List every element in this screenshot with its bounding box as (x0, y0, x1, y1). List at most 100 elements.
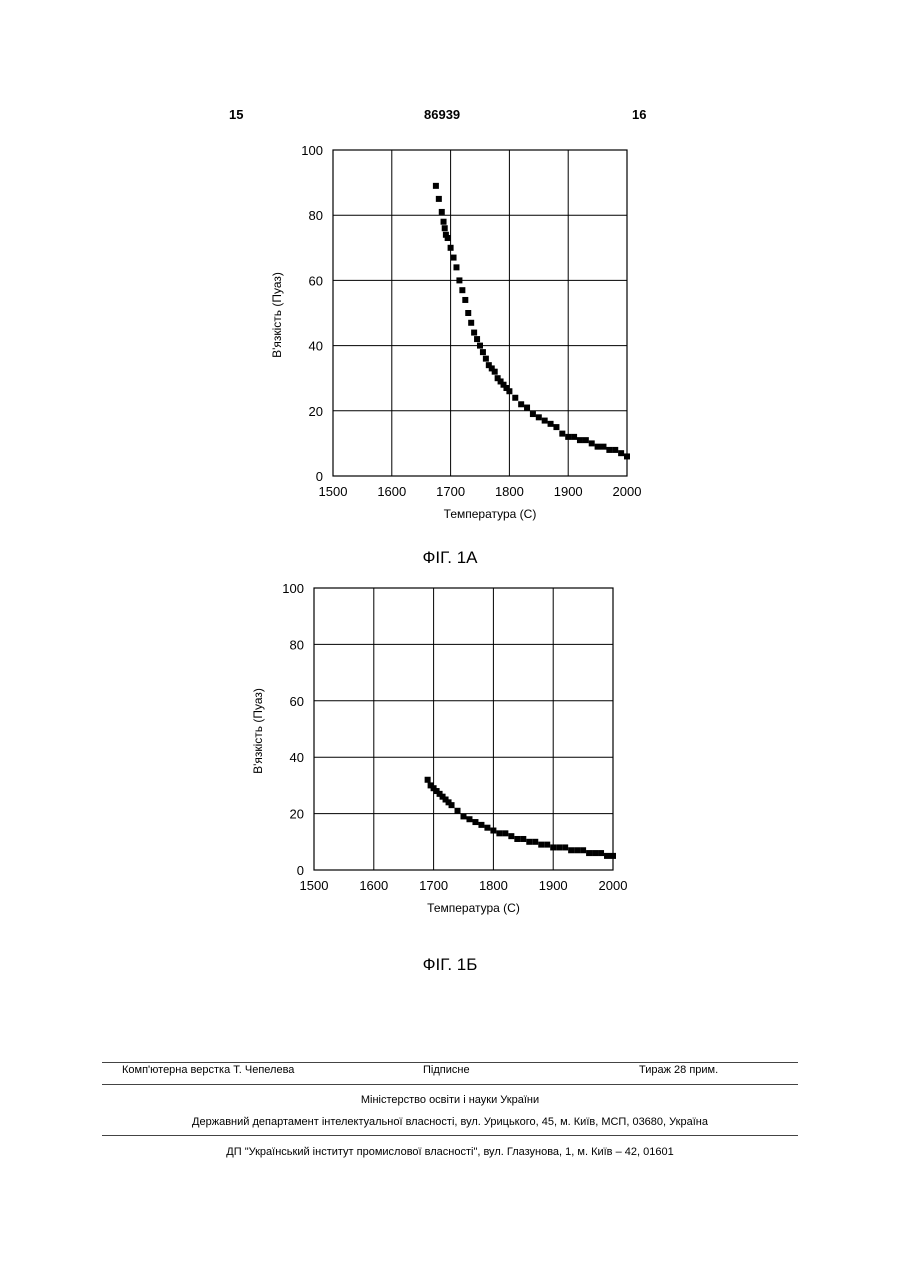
data-point-1b (478, 822, 484, 828)
data-point-1a (474, 336, 480, 342)
x-tick-label-1a: 1800 (495, 484, 524, 499)
y-axis-label-1b: В'язкість (Пуаз) (251, 688, 265, 774)
x-axis-label-1b: Температура (С) (427, 901, 520, 915)
data-point-1a (506, 388, 512, 394)
data-point-1a (518, 401, 524, 407)
x-tick-label-1b: 1600 (359, 878, 388, 893)
data-point-1a (462, 297, 468, 303)
footer-rule-middle (102, 1084, 798, 1085)
y-tick-label-1b: 20 (290, 807, 304, 822)
data-point-1b (538, 842, 544, 848)
data-point-1a (571, 434, 577, 440)
data-point-1a (542, 418, 548, 424)
footer-ministry: Міністерство освіти і науки України (0, 1094, 900, 1106)
x-tick-label-1a: 1500 (319, 484, 348, 499)
data-point-1b (514, 836, 520, 842)
footer-signed: Підписне (423, 1064, 470, 1076)
data-point-1a (524, 405, 530, 411)
x-tick-label-1a: 1900 (554, 484, 583, 499)
data-point-1a (559, 431, 565, 437)
data-point-1a (436, 196, 442, 202)
data-point-1a (468, 320, 474, 326)
data-point-1b (466, 816, 472, 822)
data-point-1a (589, 440, 595, 446)
data-point-1b (502, 830, 508, 836)
data-point-1b (562, 844, 568, 850)
data-point-1a (453, 264, 459, 270)
data-point-1a (565, 434, 571, 440)
data-point-1b (592, 850, 598, 856)
x-tick-label-1a: 1700 (436, 484, 465, 499)
data-point-1b (496, 830, 502, 836)
data-point-1a (612, 447, 618, 453)
x-tick-label-1b: 1900 (539, 878, 568, 893)
y-tick-label-1a: 0 (316, 469, 323, 484)
data-point-1b (484, 825, 490, 831)
data-point-1a (583, 437, 589, 443)
data-point-1b (556, 844, 562, 850)
data-point-1a (441, 219, 447, 225)
footer-rule-bottom (102, 1135, 798, 1136)
data-point-1b (455, 808, 461, 814)
data-point-1b (472, 819, 478, 825)
data-point-1a (480, 349, 486, 355)
figure-caption-1b: ФІГ. 1Б (0, 955, 900, 975)
data-point-1a (606, 447, 612, 453)
data-point-1a (483, 356, 489, 362)
x-tick-label-1b: 1800 (479, 878, 508, 893)
x-tick-label-1b: 1700 (419, 878, 448, 893)
y-tick-label-1b: 0 (297, 863, 304, 878)
y-tick-label-1a: 40 (309, 339, 323, 354)
y-tick-label-1b: 100 (282, 581, 304, 596)
figure-caption-1a: ФІГ. 1А (0, 548, 900, 568)
data-point-1b (508, 833, 514, 839)
data-point-1a (553, 424, 559, 430)
data-point-1b (580, 847, 586, 853)
data-point-1b (490, 828, 496, 834)
y-axis-label-1a: В'язкість (Пуаз) (270, 272, 284, 358)
data-point-1a (459, 287, 465, 293)
plot-frame-1b (314, 588, 613, 870)
data-point-1a (451, 255, 457, 261)
data-point-1b (610, 853, 616, 859)
data-point-1b (532, 839, 538, 845)
y-tick-label-1a: 60 (309, 273, 323, 288)
footer-department: Державний департамент інтелектуальної вл… (0, 1116, 900, 1128)
data-point-1a (595, 444, 601, 450)
data-point-1a (512, 395, 518, 401)
data-point-1b (520, 836, 526, 842)
data-point-1a (624, 453, 630, 459)
data-point-1a (448, 245, 454, 251)
data-point-1b (568, 847, 574, 853)
y-tick-label-1a: 20 (309, 404, 323, 419)
data-point-1a (548, 421, 554, 427)
x-tick-label-1a: 2000 (613, 484, 642, 499)
data-point-1a (536, 414, 542, 420)
data-point-1b (461, 813, 467, 819)
data-point-1a (456, 277, 462, 283)
footer-circulation: Тираж 28 прим. (639, 1064, 718, 1076)
data-point-1a (618, 450, 624, 456)
y-tick-label-1b: 80 (290, 637, 304, 652)
y-tick-label-1b: 40 (290, 750, 304, 765)
data-point-1a (577, 437, 583, 443)
data-point-1a (445, 235, 451, 241)
data-point-1b (598, 850, 604, 856)
x-axis-label-1a: Температура (С) (444, 507, 537, 521)
data-point-1a (439, 209, 445, 215)
y-tick-label-1a: 80 (309, 208, 323, 223)
data-point-1a (477, 343, 483, 349)
data-point-1a (442, 225, 448, 231)
x-tick-label-1a: 1600 (377, 484, 406, 499)
data-point-1b (544, 842, 550, 848)
data-point-1a (433, 183, 439, 189)
y-tick-label-1a: 100 (301, 143, 323, 158)
y-tick-label-1b: 60 (290, 694, 304, 709)
plot-frame-1a (333, 150, 627, 476)
x-tick-label-1b: 2000 (599, 878, 628, 893)
data-point-1a (492, 369, 498, 375)
data-point-1a (530, 411, 536, 417)
data-point-1b (449, 802, 455, 808)
footer-rule-top (102, 1062, 798, 1063)
